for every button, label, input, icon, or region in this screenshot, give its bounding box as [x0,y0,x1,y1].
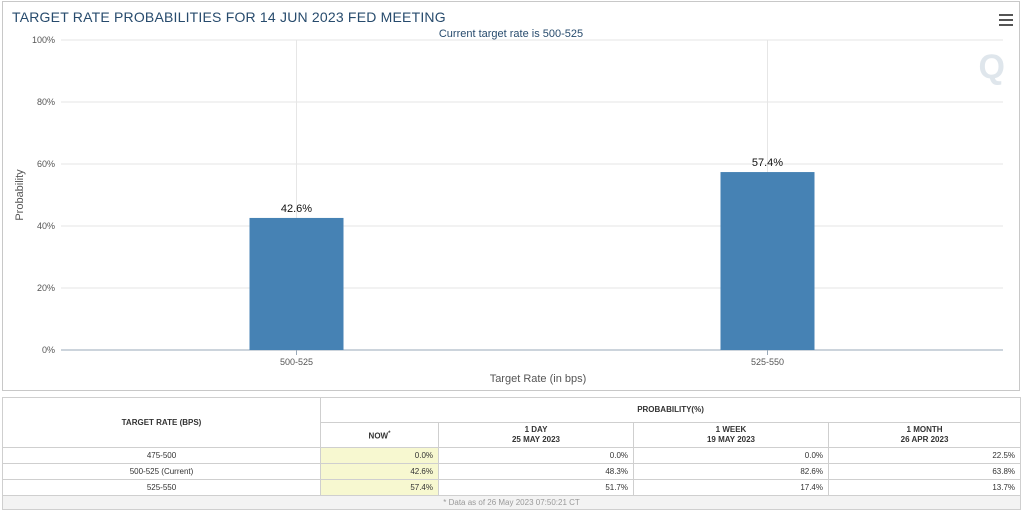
watermark-logo-icon: Q [978,48,1005,86]
column-header-date: 25 MAY 2023 [511,435,561,444]
x-axis-label: Target Rate (in bps) [490,373,587,385]
column-header-1-week: 1 WEEK 19 MAY 2023 [633,422,829,448]
x-tick-label: 525-550 [751,357,784,367]
column-header-asterisk: * [388,430,391,437]
header-target-rate: TARGET RATE (BPS) [2,397,321,448]
y-tick-label: 100% [32,35,55,45]
hamburger-menu-icon[interactable] [999,14,1013,26]
table-row: 475-500 0.0% 0.0% 0.0% 22.5% [2,447,1022,464]
y-tick-label: 60% [37,159,55,169]
row-probability-value: 63.8% [827,463,1022,480]
column-header-date: 26 APR 2023 [900,435,949,444]
row-target-rate: 500-525 (Current) [2,463,321,480]
x-tick-label: 500-525 [280,357,313,367]
column-header-label: 1 MONTH [906,425,943,434]
row-probability-value: 48.3% [438,463,634,480]
table-footnote: * Data as of 26 May 2023 07:50:21 CT [1,495,1022,510]
y-tick-label: 0% [42,345,55,355]
row-probability-value: 17.4% [633,479,829,496]
chart-subtitle: Current target rate is 500-525 [438,28,584,40]
chart-panel: TARGET RATE PROBABILITIES FOR 14 JUN 202… [2,1,1020,391]
row-probability-value: 13.7% [827,479,1022,496]
y-tick-label: 40% [37,221,55,231]
bar-500-525 [249,217,344,350]
table-row: 525-550 57.4% 51.7% 17.4% 13.7% [2,479,1022,496]
bar-525-550 [720,172,815,350]
bar-data-label: 57.4% [752,157,783,169]
column-header-label: 1 DAY [524,425,548,434]
row-probability-value: 0.0% [633,447,829,464]
row-target-rate: 475-500 [2,447,321,464]
column-header-1-day: 1 DAY 25 MAY 2023 [438,422,634,448]
bar-chart: 0% 20% 40% 60% 80% 100% 42.6% 500-525 57.4% 525-5… [14,35,1003,385]
column-header-1-month: 1 MONTH 26 APR 2023 [827,422,1022,448]
row-probability-value: 0.0% [320,447,439,464]
y-axis-label: Probability [14,169,26,221]
row-probability-value: 57.4% [320,479,439,496]
bar-data-label: 42.6% [281,203,312,215]
column-header-label: NOW [368,431,389,441]
y-tick-label: 20% [37,283,55,293]
probability-table: TARGET RATE (BPS) PROBABILITY(%) NOW* 1 D… [1,397,1022,510]
header-probability: PROBABILITY(%) [319,397,1022,423]
row-target-rate: 525-550 [2,479,321,496]
chart-title: TARGET RATE PROBABILITIES FOR 14 JUN 202… [12,9,446,25]
row-probability-value: 82.6% [633,463,829,480]
row-probability-value: 0.0% [438,447,634,464]
row-probability-value: 42.6% [320,463,439,480]
row-probability-value: 51.7% [438,479,634,496]
column-header-label: 1 WEEK [715,425,747,434]
table-row: 500-525 (Current) 42.6% 48.3% 82.6% 63.8% [2,463,1022,480]
column-header-now: NOW* [320,422,439,448]
row-probability-value: 22.5% [827,447,1022,464]
y-tick-label: 80% [37,97,55,107]
column-header-date: 19 MAY 2023 [706,435,756,444]
probability-table-container: TARGET RATE (BPS) PROBABILITY(%) NOW* 1 D… [1,397,1022,510]
